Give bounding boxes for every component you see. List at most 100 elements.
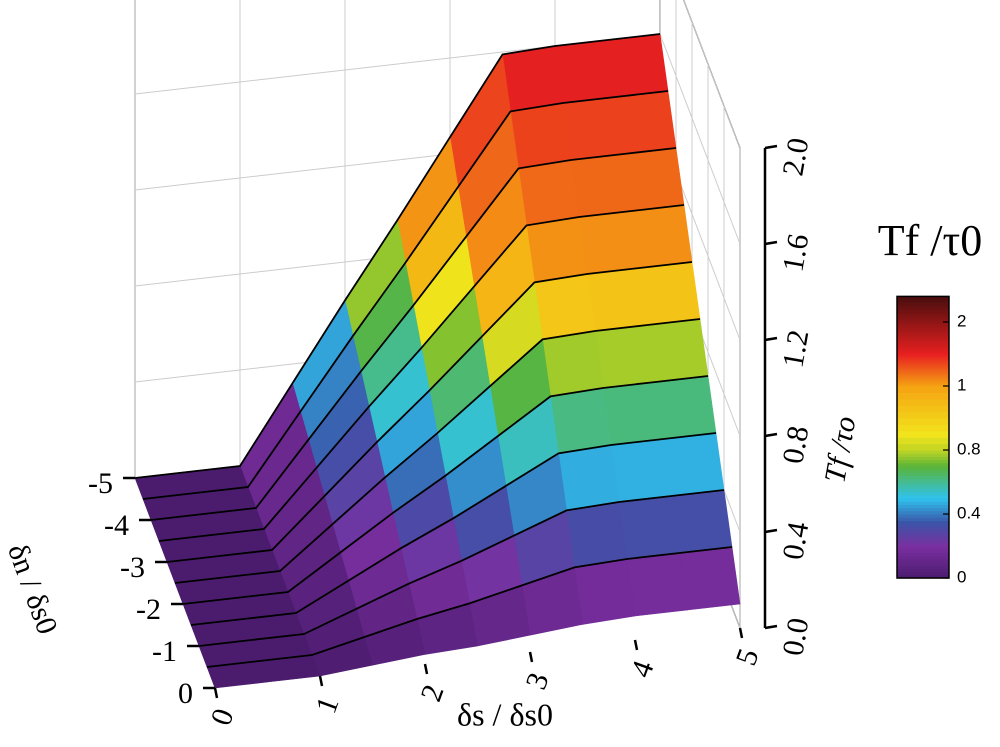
colorbar-tick-label: 0: [957, 567, 966, 586]
colorbar-swatch: [897, 498, 949, 502]
colorbar-swatch: [897, 542, 949, 547]
colorbar-swatch: [897, 301, 949, 304]
y-tick-label: 0: [178, 677, 193, 710]
colorbar-swatch: [897, 352, 949, 355]
colorbar-swatch: [897, 533, 949, 537]
colorbar-swatch: [897, 568, 949, 573]
surface-cell: [518, 159, 580, 226]
colorbar-swatch: [897, 379, 949, 382]
x-tick-label: 0: [204, 704, 240, 729]
x-tick: [423, 663, 429, 675]
surface-cell: [566, 501, 628, 568]
colorbar-swatch: [897, 302, 949, 305]
colorbar-swatch: [897, 322, 949, 324]
colorbar-swatch: [897, 311, 949, 314]
colorbar-swatch: [897, 549, 949, 553]
colorbar-swatch: [897, 356, 949, 359]
y-tick-label: -2: [136, 593, 161, 626]
surface-cell: [679, 546, 741, 611]
colorbar-swatch: [897, 380, 949, 383]
colorbar-swatch: [897, 306, 949, 309]
colorbar-swatch: [897, 346, 949, 349]
surface-cell: [594, 324, 656, 389]
colorbar-swatch: [897, 378, 949, 381]
z-tick-label: 0.0: [776, 616, 815, 659]
surface-cell: [631, 204, 693, 269]
colorbar-swatch: [897, 472, 949, 477]
z-tick: [764, 624, 778, 630]
colorbar-swatch: [897, 526, 949, 531]
colorbar-swatch: [897, 371, 949, 374]
surface-cell: [663, 432, 725, 497]
colorbar-swatch: [897, 328, 949, 331]
profile-line: [150, 147, 677, 521]
z-axis-label: Tf /τo: [818, 414, 862, 485]
colorbar-swatch: [897, 475, 949, 480]
colorbar-swatch: [897, 366, 949, 369]
grid-line: [683, 0, 741, 149]
surface-cell: [554, 39, 616, 104]
profile-line: [166, 261, 693, 563]
colorbar-swatch: [897, 517, 949, 521]
x-tick: [318, 675, 324, 687]
colorbar-swatch: [897, 365, 949, 368]
z-tick: [764, 240, 778, 246]
x-tick: [528, 651, 534, 663]
colorbar-swatch: [897, 345, 949, 347]
colorbar-swatch: [897, 351, 949, 354]
colorbar-swatch: [897, 443, 949, 451]
colorbar-swatch: [897, 510, 949, 515]
colorbar-swatch: [897, 552, 949, 557]
surface-cell: [615, 90, 677, 155]
colorbar-swatch: [897, 392, 949, 400]
surface-cell: [607, 33, 669, 98]
colorbar-swatch: [897, 325, 949, 328]
profile-line: [206, 546, 733, 668]
colorbar-swatch: [897, 539, 949, 544]
y-tick-label: -3: [120, 551, 145, 584]
colorbar-swatch: [897, 329, 949, 332]
colorbar-swatch: [897, 320, 949, 323]
x-tick: [738, 627, 744, 639]
colorbar-swatch: [897, 469, 949, 473]
surface-cell: [618, 495, 680, 560]
y-tick-label: -5: [88, 467, 113, 500]
profile-line: [134, 33, 661, 479]
colorbar-swatch: [897, 339, 949, 342]
colorbar-swatch: [897, 309, 949, 312]
colorbar-title: Tf /τ0: [878, 216, 982, 265]
surface-cell: [586, 267, 648, 332]
x-tick-label: 1: [309, 692, 345, 717]
colorbar-swatch: [897, 374, 949, 377]
y-tick-label: -1: [152, 635, 177, 668]
colorbar-swatch: [897, 318, 949, 321]
colorbar-swatch: [897, 350, 949, 353]
y-tick-label: -4: [104, 509, 129, 542]
surface-cell: [639, 261, 701, 326]
colorbar-swatch: [897, 405, 949, 413]
colorbar-swatch: [897, 369, 949, 372]
colorbar-swatch: [897, 314, 949, 317]
surface-cell: [655, 375, 717, 440]
z-tick-label: 0.4: [776, 520, 815, 563]
surface: [134, 33, 741, 689]
surface-cell: [623, 147, 685, 212]
colorbar-swatch: [897, 491, 949, 496]
x-tick-label: 3: [519, 668, 555, 693]
colorbar-swatch: [897, 536, 949, 541]
z-tick-label: 0.8: [776, 424, 815, 467]
z-tick: [764, 336, 778, 342]
colorbar-tick-label: 0.4: [957, 503, 981, 522]
colorbar-swatch: [897, 558, 949, 563]
colorbar-swatch: [897, 327, 949, 329]
colorbar-tick-label: 2: [957, 311, 966, 330]
colorbar-swatch: [897, 520, 949, 525]
colorbar-swatch: [897, 485, 949, 489]
profile-line: [182, 375, 709, 605]
colorbar-swatch: [897, 411, 949, 419]
colorbar-swatch: [897, 562, 949, 566]
z-tick-label: 2.0: [776, 136, 815, 179]
colorbar-swatch: [897, 501, 949, 505]
axes: 0.00.40.81.21.62.00 1 2 3 4 50-1-2-3-4-5: [88, 136, 815, 730]
